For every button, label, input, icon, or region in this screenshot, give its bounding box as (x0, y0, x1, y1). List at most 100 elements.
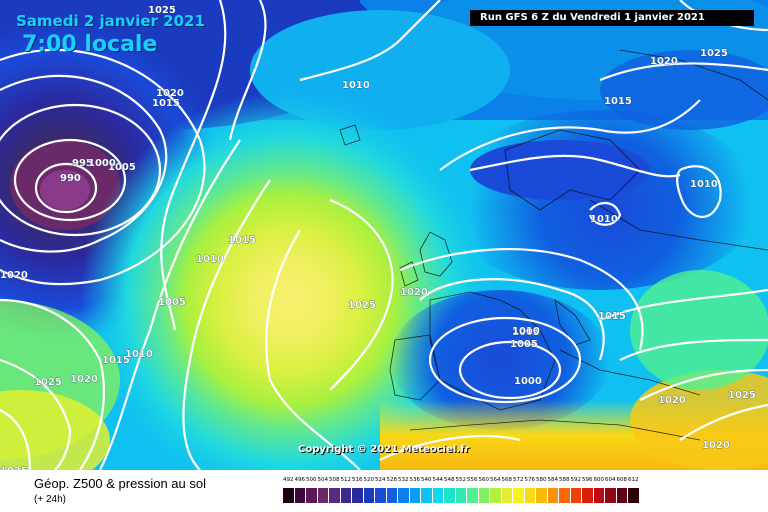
isobar-value-label: 1025 (0, 466, 28, 470)
product-title: Géop. Z500 & pression au sol (34, 476, 206, 491)
isobar-value-label: 1025 (34, 377, 62, 388)
legend-swatch (582, 488, 594, 503)
legend-value-label: 536 (409, 477, 421, 483)
legend-value-label: 560 (478, 477, 490, 483)
legend-value-label: 512 (340, 477, 352, 483)
isobar-value-label: 1010 (196, 254, 224, 265)
isobar-value-label: 1005 (158, 297, 186, 308)
legend-swatch (570, 488, 582, 503)
legend-value-label: 600 (593, 477, 605, 483)
legend-value-label: 540 (421, 477, 432, 483)
isobar-value-label: 1005 (108, 162, 136, 173)
legend-swatch (432, 488, 444, 503)
isobar-value-label: 1005 (512, 327, 540, 338)
isobar-value-label: 1020 (702, 440, 730, 451)
legend-swatch (513, 488, 525, 503)
legend-swatch (605, 488, 617, 503)
coastlines (339, 49, 768, 441)
legend-swatch (628, 488, 640, 503)
isobar-value-label: 1015 (598, 311, 626, 322)
legend-value-label: 496 (294, 477, 306, 483)
legend-value-label: 612 (628, 477, 639, 483)
legend-value-label: 552 (455, 477, 467, 483)
legend-swatch (616, 488, 628, 503)
isobar-value-label: 1010 (512, 326, 540, 337)
legend-value-label: 604 (605, 477, 616, 483)
legend-swatch (317, 488, 329, 503)
legend-value-label: 516 (352, 477, 363, 483)
isobar-value-label: 1015 (102, 355, 130, 366)
legend-value-label: 588 (559, 477, 570, 483)
legend-color-scale (283, 488, 640, 504)
legend-swatch (306, 488, 318, 503)
legend-value-label: 528 (386, 477, 398, 483)
legend-value-label: 556 (467, 477, 478, 483)
legend-value-label: 492 (283, 477, 294, 483)
legend-swatch (386, 488, 398, 503)
isobar-value-label: 1020 (650, 56, 678, 67)
legend-value-label: 532 (398, 477, 409, 483)
legend-swatch (455, 488, 467, 503)
isobar-value-label: 1025 (348, 300, 376, 311)
legend-value-label: 520 (363, 477, 375, 483)
forecast-date: Samedi 2 janvier 2021 (16, 12, 205, 30)
legend-value-label: 584 (547, 477, 559, 483)
legend-swatch (363, 488, 375, 503)
legend-swatch (352, 488, 364, 503)
legend-swatch (375, 488, 387, 503)
isobar-value-label: 1020 (0, 270, 28, 281)
legend-swatch (409, 488, 421, 503)
legend-swatch (478, 488, 490, 503)
legend-swatch (559, 488, 571, 503)
isobar-value-label: 1010 (590, 214, 618, 225)
legend-value-label: 500 (306, 477, 317, 483)
legend-swatch (329, 488, 341, 503)
isobar-value-label: 1005 (510, 339, 538, 350)
isobar-value-label: 1020 (70, 374, 98, 385)
legend-value-label: 524 (375, 477, 386, 483)
legend-value-label: 568 (501, 477, 513, 483)
legend-swatch (340, 488, 352, 503)
legend-swatch (283, 488, 295, 503)
legend-value-label: 508 (329, 477, 340, 483)
isobar-value-label: 990 (60, 173, 81, 184)
legend-value-label: 548 (444, 477, 455, 483)
isobar-value-label: 1010 (125, 349, 153, 360)
legend-value-label: 544 (432, 477, 444, 483)
isobar-value-label: 1025 (148, 5, 176, 16)
isobar-value-label: 1020 (400, 287, 428, 298)
legend-value-label: 608 (616, 477, 628, 483)
legend-scale-labels: 492 496 500 504 508 512 516 520 524 528 532 536 540 5… (283, 477, 640, 483)
isobar-value-label: 1020 (658, 395, 686, 406)
isobar-value-label: 1010 (690, 179, 718, 190)
legend-swatch (490, 488, 502, 503)
isobar-value-label: 1000 (88, 158, 116, 169)
legend-swatch (536, 488, 548, 503)
run-banner: Run GFS 6 Z du Vendredi 1 janvier 2021 (470, 10, 754, 26)
isobar-value-label: 1015 (604, 96, 632, 107)
legend-value-label: 504 (317, 477, 329, 483)
legend-swatch (294, 488, 306, 503)
legend-value-label: 572 (513, 477, 524, 483)
legend-swatch (593, 488, 605, 503)
copyright: Copyright © 2021 Meteociel.fr (298, 444, 470, 455)
isobar-value-label: 1015 (152, 98, 180, 109)
legend-swatch (398, 488, 410, 503)
isobar-value-label: 1025 (728, 390, 756, 401)
isobar-value-label: 1000 (514, 376, 542, 387)
legend-value-label: 596 (582, 477, 593, 483)
lead-time: (+ 24h) (34, 494, 66, 505)
isobar-value-label: 995 (72, 158, 93, 169)
isobar-value-label: 1025 (700, 48, 728, 59)
legend-swatch (421, 488, 433, 503)
isobar-value-label: 1020 (156, 88, 184, 99)
legend-value-label: 576 (524, 477, 536, 483)
forecast-time: 7:00 locale (22, 32, 158, 57)
legend-value-label: 564 (490, 477, 501, 483)
legend-swatch (524, 488, 536, 503)
isobar-lines (0, 0, 768, 470)
legend-footer: Géop. Z500 & pression au sol (+ 24h) 492… (0, 470, 768, 512)
